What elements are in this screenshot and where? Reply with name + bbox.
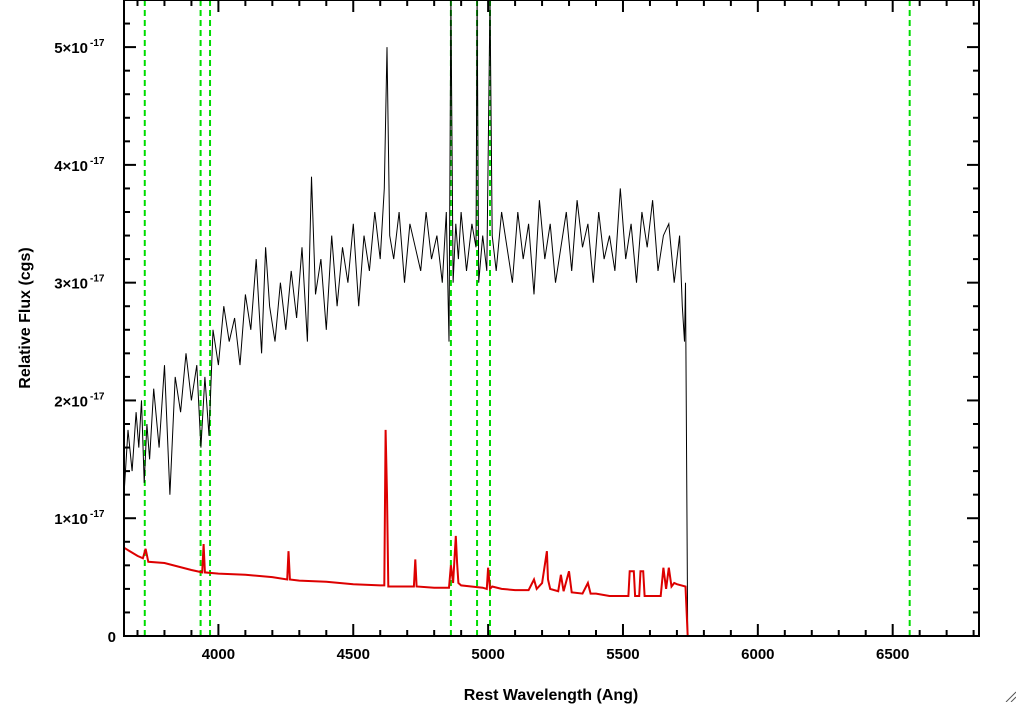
x-tick-label: 4500 — [337, 646, 370, 663]
error-line — [123, 429, 979, 637]
y-tick-label: 1×10 — [54, 511, 88, 528]
y-tick-mantissa: 2×10 — [54, 393, 88, 410]
y-tick-exponent: -17 — [90, 509, 105, 520]
y-tick-mantissa: 1×10 — [54, 511, 88, 528]
y-tick-label: 2×10 — [54, 393, 88, 410]
y-tick-label: 4×10 — [54, 158, 88, 175]
y-tick-mantissa: 0 — [108, 629, 116, 646]
y-tick-label: 5×10 — [54, 40, 88, 57]
y-tick-mantissa: 4×10 — [54, 158, 88, 175]
spectrum-line — [123, 0, 979, 637]
resize-grip-icon — [1005, 691, 1016, 702]
x-tick-label: 5500 — [606, 646, 639, 663]
x-axis-title: Rest Wavelength (Ang) — [464, 687, 639, 704]
y-tick-exponent: -17 — [90, 156, 105, 167]
y-tick-exponent: -17 — [90, 391, 105, 402]
y-tick-label: 0 — [108, 629, 116, 646]
y-tick-label: 3×10 — [54, 276, 88, 293]
x-tick-label: 6000 — [741, 646, 774, 663]
plot-border — [123, 0, 980, 637]
plot-frame — [123, 0, 980, 637]
series-group — [123, 0, 979, 637]
y-tick-exponent: -17 — [90, 274, 105, 285]
x-tick-label: 4000 — [202, 646, 235, 663]
x-tick-label: 6500 — [876, 646, 909, 663]
x-tick-label: 5000 — [471, 646, 504, 663]
y-tick-mantissa: 3×10 — [54, 276, 88, 293]
reference-line-group — [143, 0, 911, 636]
tick-group — [124, 0, 979, 637]
y-tick-exponent: -17 — [90, 38, 105, 49]
y-axis-title: Relative Flux (cgs) — [17, 247, 34, 388]
y-tick-mantissa: 5×10 — [54, 40, 88, 57]
